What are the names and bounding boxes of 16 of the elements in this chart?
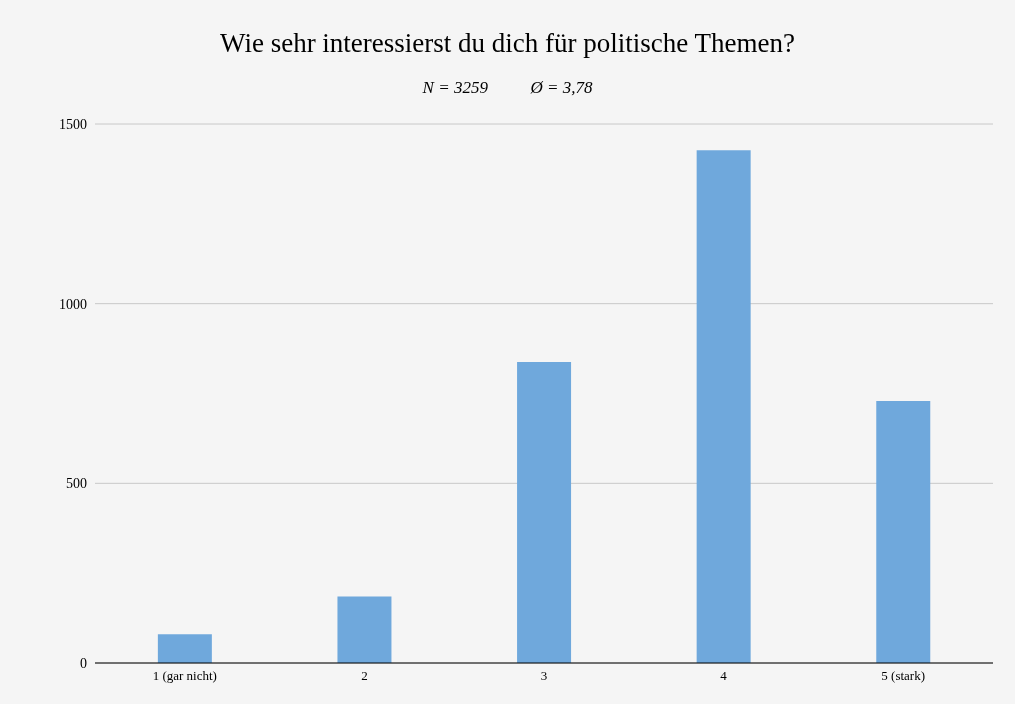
bar bbox=[157, 634, 212, 663]
x-tick-label: 5 (stark) bbox=[881, 668, 926, 684]
chart-title: Wie sehr interessierst du dich für politische Themen? bbox=[219, 28, 796, 59]
bar bbox=[517, 361, 572, 663]
y-tick-label: 0 bbox=[80, 655, 87, 671]
y-tick-label: 1000 bbox=[59, 296, 87, 312]
bar bbox=[876, 401, 931, 663]
x-tick-label: 4 bbox=[720, 668, 728, 684]
x-tick-label: 3 bbox=[540, 668, 548, 684]
bar bbox=[696, 150, 751, 663]
x-tick-label: 1 (gar nicht) bbox=[152, 668, 217, 684]
bar bbox=[337, 596, 392, 663]
x-tick-label: 2 bbox=[361, 668, 368, 684]
y-tick-label: 500 bbox=[66, 476, 87, 492]
y-tick-label: 1500 bbox=[59, 116, 87, 132]
chart-subtitle: N = 3259 Ø = 3,78 bbox=[421, 78, 594, 98]
